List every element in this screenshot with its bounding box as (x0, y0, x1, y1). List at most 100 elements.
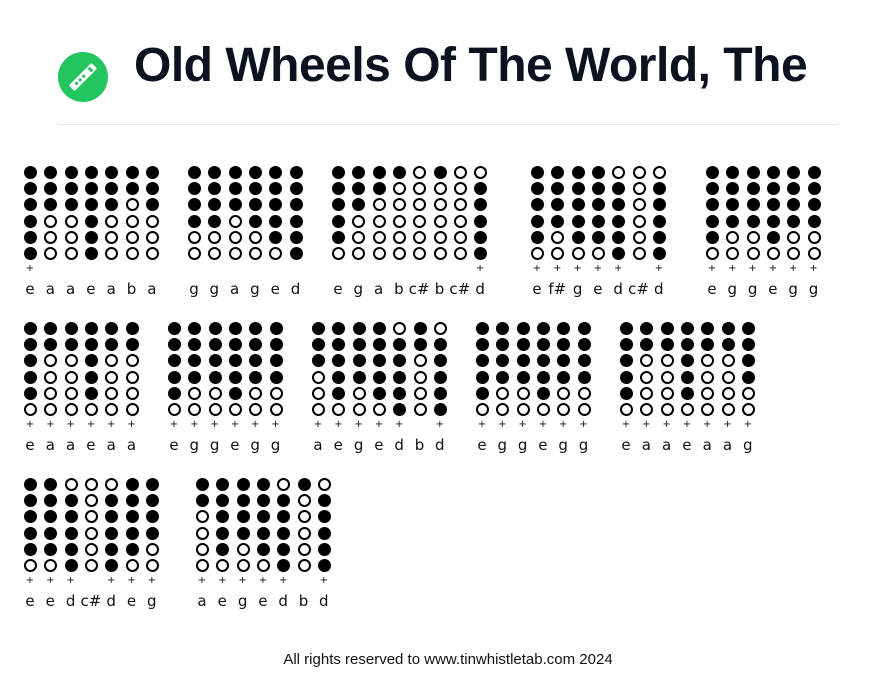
octave-plus-mark: + (768, 263, 778, 274)
note-name: a (229, 280, 240, 298)
octave-plus-mark: + (621, 419, 631, 430)
open-hole (236, 559, 250, 572)
closed-hole (531, 166, 544, 179)
note-name: g (250, 436, 260, 454)
header-divider (58, 124, 838, 125)
closed-hole (64, 542, 78, 556)
octave-plus-mark: + (197, 575, 207, 586)
closed-hole (652, 214, 666, 228)
closed-hole (496, 354, 510, 368)
closed-hole (577, 354, 591, 368)
closed-hole (372, 338, 386, 352)
closed-hole (393, 354, 407, 368)
closed-hole (24, 198, 37, 212)
closed-hole (84, 338, 98, 352)
closed-hole (612, 182, 626, 196)
closed-hole (536, 370, 550, 384)
octave-plus-mark: + (313, 419, 323, 430)
note-name: a (45, 436, 55, 454)
open-hole (680, 403, 694, 416)
open-hole (726, 247, 740, 260)
open-hole (726, 230, 740, 244)
open-hole (44, 386, 58, 400)
open-hole (551, 247, 565, 260)
open-hole (332, 247, 345, 260)
closed-hole (474, 230, 488, 244)
open-hole (620, 403, 633, 416)
octave-plus-mark: + (374, 419, 384, 430)
closed-hole (726, 182, 740, 196)
closed-hole (620, 354, 633, 368)
closed-hole (24, 370, 37, 384)
octave-plus-mark: + (258, 575, 268, 586)
note-name: b (394, 280, 404, 298)
open-hole (64, 354, 78, 368)
open-hole (413, 247, 427, 260)
closed-hole (476, 354, 489, 368)
closed-hole (277, 559, 291, 572)
closed-hole (196, 478, 209, 491)
closed-hole (228, 322, 242, 335)
closed-hole (620, 338, 633, 352)
note-name: g (147, 592, 157, 610)
closed-hole (145, 526, 159, 540)
closed-hole (393, 370, 407, 384)
closed-hole (706, 230, 719, 244)
closed-hole (105, 559, 119, 572)
open-hole (571, 247, 585, 260)
closed-hole (332, 386, 346, 400)
closed-hole (256, 510, 270, 524)
closed-hole (228, 182, 242, 196)
note-name: e (86, 280, 96, 298)
closed-hole (256, 542, 270, 556)
closed-hole (84, 214, 98, 228)
closed-hole (680, 386, 694, 400)
closed-hole (726, 198, 740, 212)
open-hole (413, 403, 427, 416)
note-name: d (613, 280, 623, 298)
octave-plus-mark: + (532, 263, 542, 274)
closed-hole (766, 230, 780, 244)
octave-plus-mark: + (654, 263, 663, 274)
octave-plus-mark: + (190, 419, 199, 430)
closed-hole (236, 478, 250, 491)
closed-hole (531, 182, 544, 196)
open-hole (741, 386, 755, 400)
open-hole (256, 559, 270, 572)
closed-hole (84, 370, 98, 384)
closed-hole (536, 354, 550, 368)
open-hole (632, 198, 646, 212)
closed-hole (269, 214, 283, 228)
closed-hole (352, 338, 366, 352)
closed-hole (289, 214, 303, 228)
open-hole (84, 559, 98, 572)
tin-whistle-icon[interactable] (58, 52, 108, 102)
closed-hole (612, 230, 626, 244)
note-name: e (768, 280, 778, 298)
note-name: g (209, 436, 220, 454)
note-name: g (353, 280, 364, 298)
octave-plus-mark: + (271, 419, 280, 430)
closed-hole (413, 338, 427, 352)
open-hole (372, 230, 386, 244)
closed-hole (577, 370, 591, 384)
open-hole (105, 370, 119, 384)
open-hole (721, 403, 735, 416)
octave-plus-mark: + (723, 419, 732, 430)
closed-hole (652, 182, 666, 196)
open-hole (269, 403, 283, 416)
closed-hole (680, 370, 694, 384)
open-hole (413, 354, 427, 368)
closed-hole (531, 230, 544, 244)
closed-hole (741, 370, 755, 384)
open-hole (248, 247, 262, 260)
closed-hole (787, 198, 801, 212)
open-hole (766, 247, 780, 260)
note-name: b (126, 280, 137, 298)
note-name: c# (80, 592, 102, 610)
closed-hole (228, 338, 242, 352)
note-name: a (641, 436, 651, 454)
open-hole (228, 214, 242, 228)
open-hole (196, 542, 209, 556)
octave-plus-mark: + (46, 575, 55, 586)
